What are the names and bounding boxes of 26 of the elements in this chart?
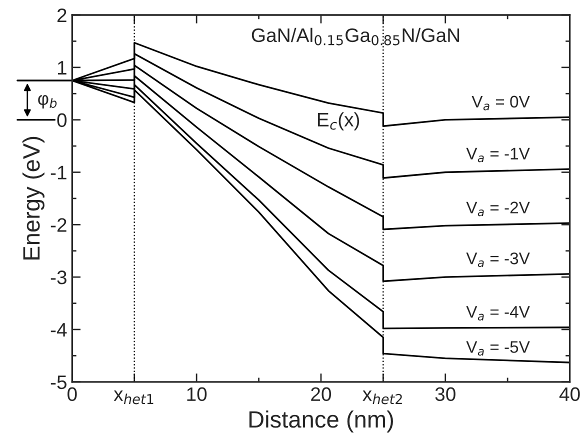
series-label: V$_{a}$ = -4V xyxy=(466,306,530,321)
y-tick-label: -4 xyxy=(50,323,67,337)
y-tick-label: 1 xyxy=(58,61,66,74)
y-tick-label: -2 xyxy=(50,218,66,232)
x-tick-label: 0 xyxy=(68,387,77,402)
x-axis-title: Distance (nm) xyxy=(249,410,393,432)
series-label: V$_{a}$ = 0V xyxy=(472,96,530,110)
x-tick-label: 30 xyxy=(435,387,456,402)
x-tick-label: 40 xyxy=(559,387,580,402)
series-label: V$_{a}$ = -3V xyxy=(466,252,530,268)
x-tick-label: 10 xyxy=(187,387,207,402)
y-tick-label: 0 xyxy=(57,113,67,128)
series-label: V$_{a}$ = -1V xyxy=(466,148,530,162)
x-tick-label: 20 xyxy=(311,387,332,402)
series-label: V$_{a}$ = -5V xyxy=(466,341,530,356)
y-tick-label: -3 xyxy=(50,270,66,284)
text: φ$_{b}$ xyxy=(38,95,57,109)
y-tick-label: 2 xyxy=(57,8,66,22)
y-axis-title: Energy (eV) xyxy=(22,136,44,260)
annotation: GaN/Al$_{0.15}$Ga$_{0.85}$N/GaN xyxy=(252,28,460,46)
series-label: V$_{a}$ = -2V xyxy=(466,202,530,216)
y-tick-label: -1 xyxy=(50,166,66,180)
x-tick-label: x$_{het1}$ xyxy=(114,390,154,404)
x-tick-label: x$_{het2}$ xyxy=(362,390,402,404)
annotation: E$_{c}$(x) xyxy=(318,112,360,130)
y-tick-label: -5 xyxy=(50,376,66,390)
